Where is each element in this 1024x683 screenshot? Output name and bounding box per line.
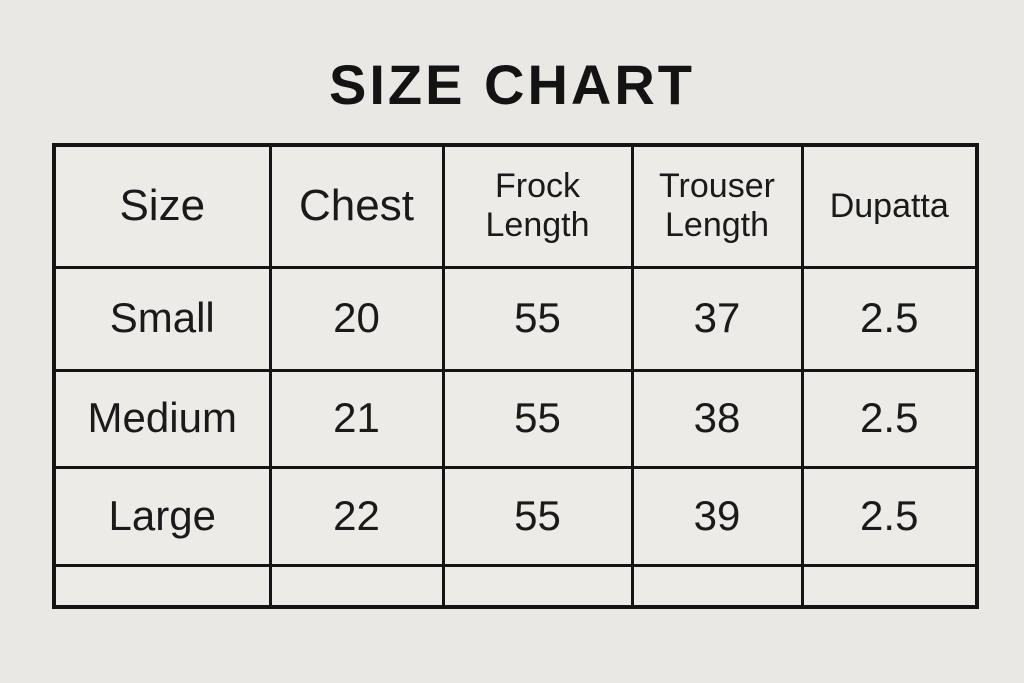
cell-trouser-length: 37 [630,265,804,372]
cell-empty [800,563,979,609]
cell-trouser-length: 39 [630,465,804,567]
cell-size: Small [52,265,272,372]
column-header-size: Size [52,143,272,269]
column-header-dupatta: Dupatta [800,143,979,269]
cell-empty [52,563,272,609]
column-header-trouser-length-label: Trouser Length [659,167,775,245]
cell-frock-length: 55 [441,368,634,469]
column-header-trouser-length: Trouser Length [630,143,804,269]
column-header-frock-length: Frock Length [441,143,634,269]
page-title: SIZE CHART [329,53,695,116]
cell-frock-length: 55 [441,265,634,372]
cell-chest: 22 [268,465,445,567]
cell-chest: 20 [268,265,445,372]
cell-empty [441,563,634,609]
table-row-medium: Medium 21 55 38 2.5 [52,368,979,469]
table-header-row: Size Chest Frock Length Trouser Length D… [52,143,979,269]
column-header-chest: Chest [268,143,445,269]
cell-dupatta: 2.5 [800,465,979,567]
cell-frock-length: 55 [441,465,634,567]
cell-chest: 21 [268,368,445,469]
cell-empty [268,563,445,609]
size-chart-table: Size Chest Frock Length Trouser Length D… [52,143,979,609]
cell-size: Medium [52,368,272,469]
cell-empty [630,563,804,609]
cell-dupatta: 2.5 [800,265,979,372]
cell-trouser-length: 38 [630,368,804,469]
column-header-frock-length-label: Frock Length [485,167,590,245]
table-row-small: Small 20 55 37 2.5 [52,265,979,372]
cell-dupatta: 2.5 [800,368,979,469]
table-row-large: Large 22 55 39 2.5 [52,465,979,567]
cell-size: Large [52,465,272,567]
table-row-empty [52,563,979,609]
